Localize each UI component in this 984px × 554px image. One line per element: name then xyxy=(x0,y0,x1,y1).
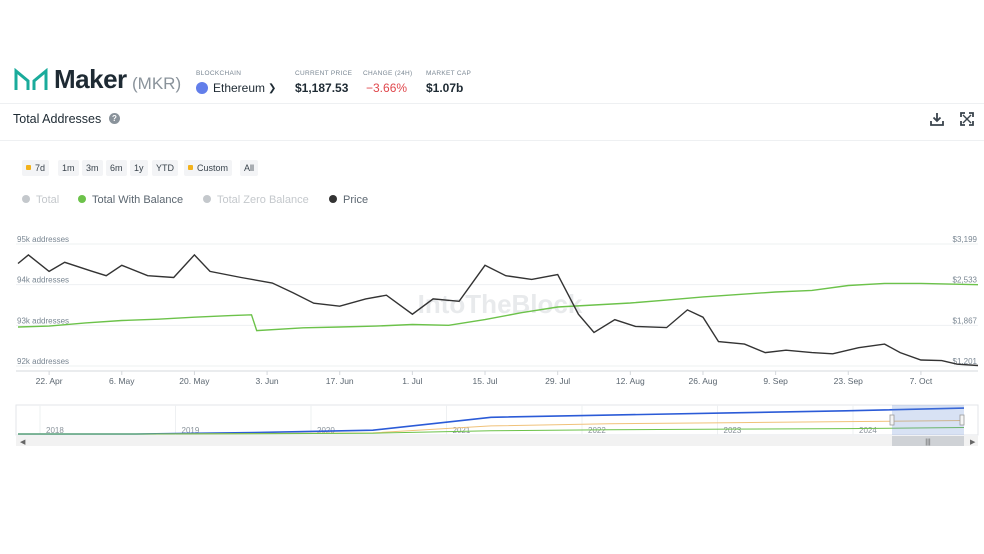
range-ytd-button[interactable]: YTD xyxy=(152,160,178,176)
x-tick-label: 15. Jul xyxy=(473,376,498,386)
range-3m-button[interactable]: 3m xyxy=(82,160,103,176)
navigator-year-label: 2019 xyxy=(182,426,200,435)
card-divider xyxy=(0,103,984,104)
title-divider xyxy=(0,140,984,141)
range-label: 6m xyxy=(110,163,123,173)
lock-icon xyxy=(188,165,193,170)
fullscreen-icon[interactable] xyxy=(959,112,975,128)
app-ticker: (MKR) xyxy=(132,74,182,93)
range-label: 1y xyxy=(134,163,144,173)
navigator-frame xyxy=(15,404,979,436)
legend-label: Total xyxy=(36,194,60,206)
y-right-tick-label: $3,199 xyxy=(953,235,978,244)
navigator-year-label: 2018 xyxy=(46,426,64,435)
mcap-value: $1.07b xyxy=(426,81,464,95)
x-tick-label: 23. Sep xyxy=(834,376,864,386)
scroll-right-arrow-icon[interactable]: ▶ xyxy=(970,439,976,446)
series-price-line xyxy=(17,253,979,367)
range-label: YTD xyxy=(156,163,174,173)
y-right-tick-label: $2,533 xyxy=(953,276,978,285)
price-label: CURRENT PRICE xyxy=(295,70,353,77)
scrollbar-track[interactable] xyxy=(16,436,978,446)
navigator-series-green xyxy=(18,427,965,435)
help-icon[interactable]: ? xyxy=(109,113,120,124)
x-tick-label: 29. Jul xyxy=(545,376,570,386)
range-all-button[interactable]: All xyxy=(240,160,259,176)
watermark: IntoTheBlock xyxy=(418,289,583,319)
change-label: CHANGE (24H) xyxy=(363,70,413,77)
range-label: Custom xyxy=(197,163,229,173)
x-tick-label: 6. May xyxy=(109,376,135,386)
legend-item-total-zero-balance[interactable]: Total Zero Balance xyxy=(203,193,309,207)
range-label: 7d xyxy=(35,163,46,173)
chevron-down-icon[interactable]: ❯ xyxy=(268,83,277,94)
x-tick-label: 9. Sep xyxy=(763,376,788,386)
blockchain-label: BLOCKCHAIN xyxy=(196,70,242,77)
navigator-year-label: 2024 xyxy=(859,426,877,435)
x-tick-label: 26. Aug xyxy=(689,376,718,386)
legend-item-total-with-balance[interactable]: Total With Balance xyxy=(78,193,183,207)
navigator-year-label: 2022 xyxy=(588,426,606,435)
range-1y-button[interactable]: 1y xyxy=(130,160,148,176)
navigator[interactable]: 2018 2019 2020 2021 2022 2023 2024 ||| ◀ ▶ xyxy=(0,403,984,449)
x-tick-label: 20. May xyxy=(179,376,210,386)
range-label: All xyxy=(244,163,255,173)
navigator-selection[interactable] xyxy=(892,405,964,435)
x-tick-label: 3. Jun xyxy=(256,376,279,386)
range-1m-button[interactable]: 1m xyxy=(58,160,79,176)
y-left-tick-label: 92k addresses xyxy=(17,357,69,366)
y-right-tick-label: $1,201 xyxy=(953,357,978,366)
x-tick-label: 17. Jun xyxy=(326,376,354,386)
scrollbar-grip-icon: ||| xyxy=(925,439,931,446)
range-6m-button[interactable]: 6m xyxy=(106,160,127,176)
range-7d-button[interactable]: 7d xyxy=(22,160,50,176)
ethereum-icon xyxy=(196,82,208,94)
maker-logo-icon xyxy=(14,68,48,90)
scroll-left-arrow-icon[interactable]: ◀ xyxy=(20,439,26,446)
x-tick-label: 7. Oct xyxy=(910,376,933,386)
legend-label: Price xyxy=(343,194,369,206)
navigator-year-label: 2021 xyxy=(453,426,471,435)
card-title: Total Addresses xyxy=(13,112,102,126)
scrollbar-thumb[interactable] xyxy=(892,436,964,446)
app-name: Maker xyxy=(54,64,127,94)
range-label: 3m xyxy=(86,163,99,173)
blockchain-select[interactable]: Ethereum xyxy=(213,81,266,95)
lock-icon xyxy=(26,165,31,170)
legend-dot xyxy=(203,195,211,203)
navigator-handle-left[interactable] xyxy=(889,414,895,426)
x-tick-label: 1. Jul xyxy=(402,376,422,386)
y-left-tick-label: 93k addresses xyxy=(17,316,69,325)
mcap-label: MARKET CAP xyxy=(426,70,472,77)
x-tick-label: 12. Aug xyxy=(616,376,645,386)
x-tick-label: 22. Apr xyxy=(36,376,63,386)
legend-dot xyxy=(22,195,30,203)
navigator-year-label: 2023 xyxy=(724,426,742,435)
legend-dot xyxy=(329,195,337,203)
navigator-handle-right[interactable] xyxy=(959,414,965,426)
main-chart[interactable]: IntoTheBlock 95k addresses 94k addresses 9… xyxy=(0,230,984,390)
legend-item-price[interactable]: Price xyxy=(329,193,368,207)
range-label: 1m xyxy=(62,163,75,173)
y-right-tick-label: $1,867 xyxy=(953,316,978,325)
legend-label: Total With Balance xyxy=(92,194,184,206)
y-left-tick-label: 94k addresses xyxy=(17,276,69,285)
range-custom-button[interactable]: Custom xyxy=(184,160,233,176)
y-left-tick-label: 95k addresses xyxy=(17,235,69,244)
legend-item-total[interactable]: Total xyxy=(22,193,59,207)
price-value: $1,187.53 xyxy=(295,81,349,95)
change-value: −3.66% xyxy=(366,81,408,95)
download-icon[interactable] xyxy=(929,112,945,128)
legend-label: Total Zero Balance xyxy=(217,194,309,206)
series-total-with-balance-line xyxy=(17,282,979,332)
legend-dot xyxy=(78,195,86,203)
